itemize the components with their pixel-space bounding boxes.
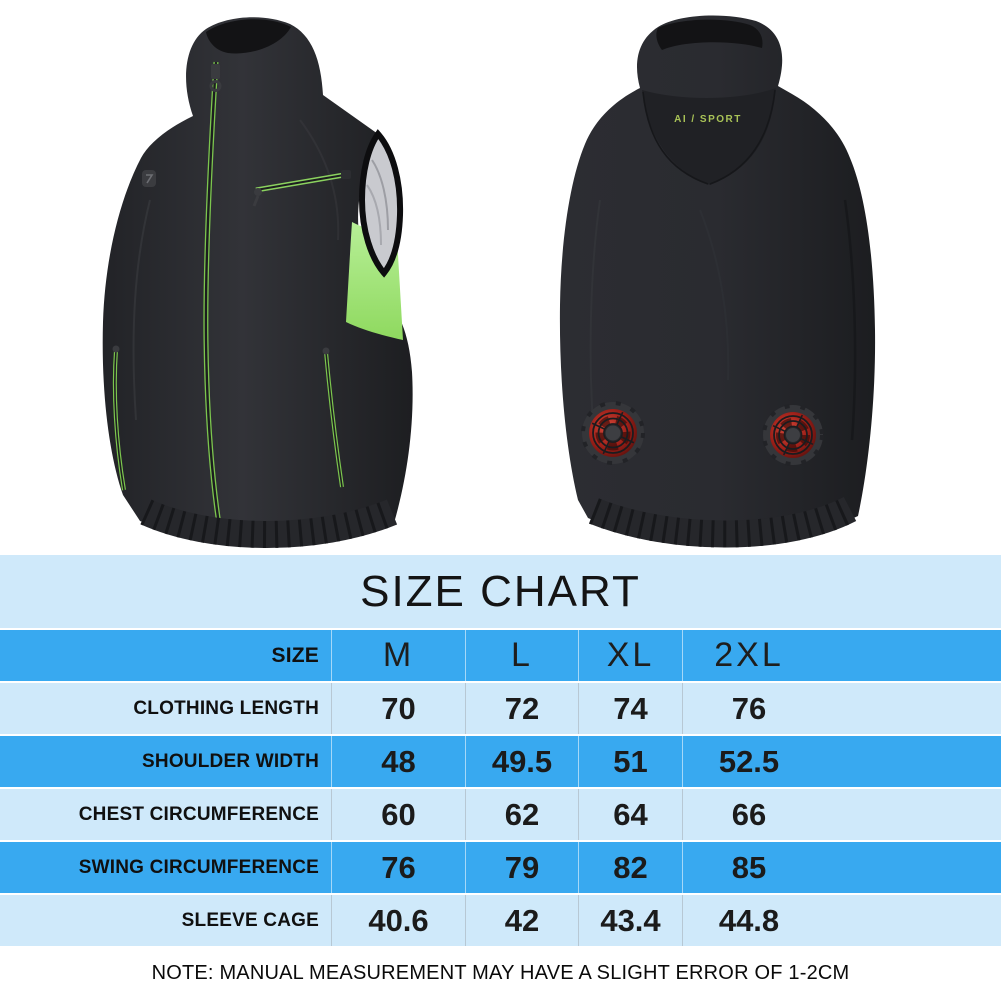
right-cooling-fan <box>762 404 824 466</box>
mesh-texture-line <box>366 184 382 246</box>
yoke-seam <box>642 91 709 185</box>
right-pocket-pull <box>322 347 330 355</box>
cell-value: 44.8 <box>718 902 780 938</box>
mesh-texture-line <box>371 159 389 231</box>
cell-value: 79 <box>466 842 579 893</box>
cell-value: 42 <box>466 895 579 946</box>
back-vest-photo: AI / SPORT <box>559 15 876 548</box>
cell-value: 48 <box>332 736 466 787</box>
wrinkle-line <box>132 199 151 421</box>
left-pocket-teeth <box>114 349 125 491</box>
table-row-shoulder-width: SHOULDER WIDTH 48 49.5 51 52.5 <box>0 734 1001 787</box>
wrinkle-line <box>589 199 601 441</box>
header-size-l: L <box>466 630 579 681</box>
vest-illustration: AI / SPORT <box>102 15 876 548</box>
brand-label: AI / SPORT <box>674 114 742 125</box>
cell-value: 60 <box>332 789 466 840</box>
row-filler <box>815 842 1001 893</box>
row-filler <box>815 736 1001 787</box>
row-label: CHEST CIRCUMFERENCE <box>0 789 332 840</box>
row-label: SLEEVE CAGE <box>0 895 332 946</box>
cell-value: 72 <box>466 683 579 734</box>
back-collar-opening <box>656 19 763 50</box>
table-row-swing-circumference: SWING CIRCUMFERENCE 76 79 82 85 <box>0 840 1001 893</box>
cell-value: 82 <box>579 842 683 893</box>
header-filler <box>815 630 1001 681</box>
cell-value: 51 <box>579 736 683 787</box>
yoke-seam <box>709 89 776 185</box>
cell-value: 49.5 <box>466 736 579 787</box>
front-vest-body <box>102 17 413 544</box>
wrinkle-line <box>843 199 857 441</box>
cell-value: 76 <box>731 690 767 726</box>
header-size-xl: XL <box>579 630 683 681</box>
right-pocket-teeth <box>325 351 343 488</box>
cell-value: 64 <box>579 789 683 840</box>
back-yoke-panel <box>642 88 776 185</box>
table-row-chest-circumference: CHEST CIRCUMFERENCE 60 62 64 66 <box>0 787 1001 840</box>
wrinkle-line <box>299 119 340 241</box>
front-zipper-teeth <box>204 61 222 532</box>
front-vest-photo <box>102 17 413 548</box>
cell-value: 85 <box>731 849 767 885</box>
cell-value: 70 <box>332 683 466 734</box>
cell-value: 62 <box>466 789 579 840</box>
cell-value: 76 <box>332 842 466 893</box>
armhole-mesh-lining <box>358 129 404 278</box>
row-label: SHOULDER WIDTH <box>0 736 332 787</box>
header-size-2xl: 2XL <box>714 636 784 674</box>
row-label: SWING CIRCUMFERENCE <box>0 842 332 893</box>
header-size-label: SIZE <box>0 630 332 681</box>
chest-zipper-end <box>341 170 351 179</box>
row-filler <box>815 683 1001 734</box>
front-hem-ribs <box>140 499 398 548</box>
row-filler <box>815 789 1001 840</box>
zipper-pull <box>209 64 222 92</box>
back-elastic-hem <box>589 496 857 548</box>
cell-value: 52.5 <box>718 743 780 779</box>
measurement-note: NOTE: MANUAL MEASUREMENT MAY HAVE A SLIG… <box>151 962 850 984</box>
wrinkle-line <box>699 209 730 381</box>
product-photo-area: AI / SPORT <box>102 15 876 548</box>
row-label: CLOTHING LENGTH <box>0 683 332 734</box>
size-chart-header-row: SIZE M L XL 2XL <box>0 628 1001 681</box>
chest-zipper-teeth <box>255 174 345 191</box>
front-collar-opening <box>206 19 291 54</box>
cell-value: 66 <box>731 796 767 832</box>
cell-value: 40.6 <box>332 895 466 946</box>
cell-value: 74 <box>579 683 683 734</box>
measurement-note-area: NOTE: MANUAL MEASUREMENT MAY HAVE A SLIG… <box>0 946 1001 1001</box>
row-filler <box>815 895 1001 946</box>
chest-logo-badge <box>142 170 156 187</box>
left-cooling-fan <box>581 401 645 465</box>
chest-zipper-pull <box>252 188 262 207</box>
header-size-m: M <box>332 630 466 681</box>
cell-value: 43.4 <box>579 895 683 946</box>
table-row-clothing-length: CLOTHING LENGTH 70 72 74 76 <box>0 681 1001 734</box>
left-pocket-pull <box>112 345 120 353</box>
table-row-sleeve-cage: SLEEVE CAGE 40.6 42 43.4 44.8 <box>0 893 1001 946</box>
size-chart-title: SIZE CHART <box>360 566 641 616</box>
size-chart-title-band: SIZE CHART <box>0 555 1001 628</box>
